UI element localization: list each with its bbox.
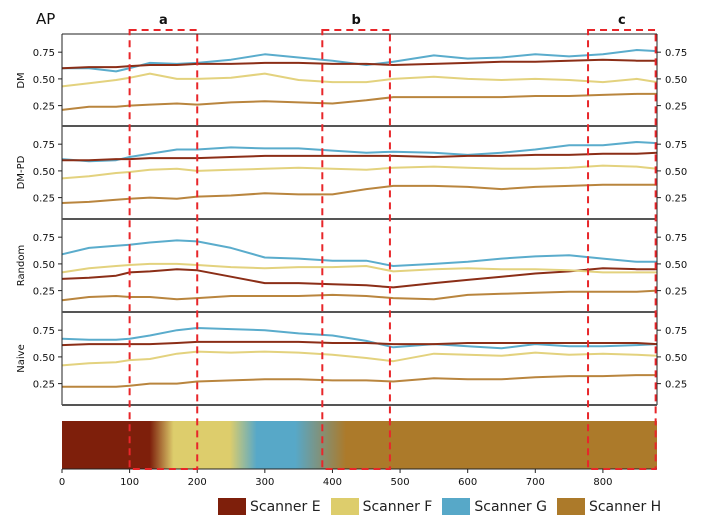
series-line-naive-scanner-e: [61, 340, 658, 347]
region-box-c: [587, 29, 657, 470]
legend-swatch: [218, 498, 246, 515]
y-tick-label-right: 0.75: [665, 140, 687, 151]
y-tick-label-left: 0.50: [33, 75, 55, 86]
y-tick-label-right: 0.50: [665, 260, 687, 271]
y-tick-label-right: 0.25: [665, 287, 687, 298]
x-tick-label: 300: [255, 477, 274, 488]
panel-label-random: Random: [16, 245, 27, 286]
y-tick-label-left: 0.75: [33, 48, 55, 59]
legend-item-scanner-f: Scanner F: [330, 498, 433, 515]
y-tick-label-left: 0.25: [33, 194, 55, 205]
panel-label-naive: Naive: [16, 344, 27, 372]
series-line-naive-scanner-g: [61, 327, 658, 350]
scanner-strip: [62, 421, 657, 469]
panel-label-dm-pd: DM-PD: [16, 155, 27, 189]
legend: Scanner E Scanner F Scanner G Scanner H: [218, 498, 661, 515]
series-line-dm-scanner-f: [61, 72, 658, 88]
legend-item-scanner-g: Scanner G: [442, 498, 547, 515]
series-line-dm-pd-scanner-f: [61, 164, 658, 180]
series-line-random-scanner-h: [61, 289, 658, 302]
series-line-random-scanner-g: [61, 239, 657, 267]
y-tick-label-left: 0.25: [33, 380, 55, 391]
y-tick-label-left: 0.50: [33, 260, 55, 271]
region-box-a: [128, 29, 199, 470]
series-line-dm-pd-scanner-h: [61, 183, 657, 204]
y-tick-label-right: 0.75: [665, 326, 687, 337]
legend-label: Scanner H: [588, 498, 662, 515]
x-tick-label: 600: [458, 477, 477, 488]
series-line-dm-scanner-e: [61, 58, 657, 70]
y-tick-label-right: 0.50: [665, 75, 687, 86]
x-tick-label: 800: [593, 477, 612, 488]
panel-label-dm: DM: [16, 72, 27, 88]
legend-item-scanner-e: Scanner E: [218, 498, 321, 515]
y-tick-label-left: 0.25: [33, 102, 55, 113]
y-tick-label-left: 0.25: [33, 287, 55, 298]
legend-item-scanner-h: Scanner H: [556, 498, 662, 515]
y-tick-label-left: 0.75: [33, 140, 55, 151]
series-line-random-scanner-e: [61, 267, 657, 289]
region-label-c: c: [618, 13, 626, 28]
y-tick-label-left: 0.75: [33, 233, 55, 244]
y-tick-label-right: 0.25: [665, 380, 687, 391]
series-line-dm-scanner-h: [61, 92, 657, 111]
x-tick-label: 500: [391, 477, 410, 488]
y-tick-label-right: 0.50: [665, 167, 687, 178]
series-line-naive-scanner-h: [62, 374, 657, 388]
chart-title: AP: [36, 10, 55, 28]
legend-swatch: [442, 498, 471, 515]
x-tick-label: 400: [323, 477, 342, 488]
y-tick-label-right: 0.50: [665, 353, 687, 364]
legend-swatch: [556, 498, 585, 515]
legend-label: Scanner F: [362, 498, 433, 515]
y-tick-label-left: 0.50: [33, 167, 55, 178]
x-tick-label: 700: [526, 477, 545, 488]
x-tick-label: 100: [120, 477, 139, 488]
x-tick-label: 200: [188, 477, 207, 488]
series-line-random-scanner-f: [61, 262, 657, 274]
series-line-dm-pd-scanner-e: [62, 151, 658, 162]
legend-label: Scanner G: [474, 498, 547, 515]
x-tick-label: 0: [59, 477, 65, 488]
legend-label: Scanner E: [250, 498, 321, 515]
y-tick-label-right: 0.75: [665, 48, 687, 59]
series-line-dm-pd-scanner-g: [61, 141, 658, 163]
legend-swatch: [330, 498, 359, 515]
region-label-b: b: [351, 13, 360, 28]
y-tick-label-left: 0.75: [33, 326, 55, 337]
y-tick-label-right: 0.25: [665, 194, 687, 205]
series-line-naive-scanner-f: [61, 350, 658, 367]
region-box-b: [321, 29, 391, 470]
y-tick-label-right: 0.75: [665, 233, 687, 244]
y-tick-label-right: 0.25: [665, 102, 687, 113]
y-tick-label-left: 0.50: [33, 353, 55, 364]
region-label-a: a: [159, 13, 168, 28]
